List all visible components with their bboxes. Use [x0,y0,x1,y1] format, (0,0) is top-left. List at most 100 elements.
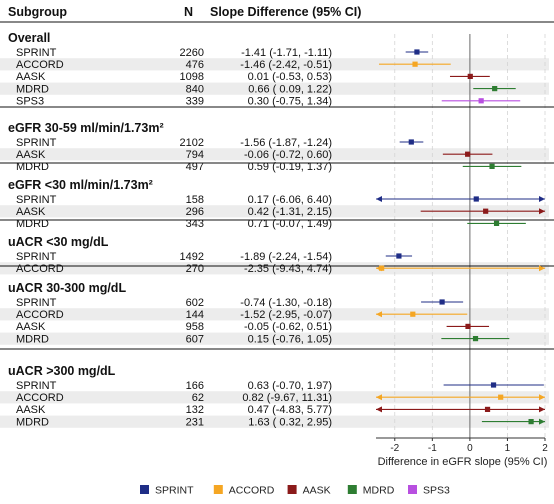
x-tick-label: 0 [467,443,473,454]
row-study: ACCORD [16,392,64,404]
estimate-point [493,220,500,226]
row-n: 270 [186,263,204,275]
ci-arrow-left [376,311,382,318]
row-ci: -0.06 (-0.72, 0.60) [244,149,332,161]
legend-label: SPRINT [155,485,194,497]
row-ci: 0.63 (-0.70, 1.97) [248,380,332,392]
estimate-point [408,139,414,145]
row-study: SPRINT [16,380,57,392]
row-study: ACCORD [16,263,64,275]
estimate-point [484,406,491,412]
row-study: MDRD [16,416,49,428]
legend-swatch [140,485,149,494]
row-ci: 0.01 (-0.53, 0.53) [248,71,332,83]
x-tick-label: -1 [428,443,437,454]
estimate-point [492,86,498,92]
group-label: uACR >300 mg/dL [8,364,116,378]
group-label: eGFR 30-59 ml/min/1.73m² [8,121,164,135]
row-band [0,391,549,404]
row-study: AASK [16,149,46,161]
x-tick-label: -2 [390,443,399,454]
ci-arrow-right [539,394,545,401]
row-ci: 0.59 (-0.19, 1.37) [248,161,332,173]
row-band [0,58,549,71]
row-n: 794 [186,149,204,161]
row-n: 840 [186,83,204,95]
row-ci: -0.74 (-1.30, -0.18) [240,297,332,309]
legend-label: AASK [303,485,331,497]
legend-label: ACCORD [229,485,275,497]
header-subgroup: Subgroup [8,5,67,19]
row-n: 607 [186,333,204,345]
row-study: MDRD [16,218,49,230]
row-ci: 0.47 (-4.83, 5.77) [248,404,332,416]
ci-arrow-right [539,418,545,425]
row-n: 2102 [180,137,204,149]
group-label: uACR <30 mg/dL [8,235,109,249]
row-n: 62 [192,392,204,404]
legend-label: MDRD [363,485,395,497]
row-ci: -1.56 (-1.87, -1.24) [240,137,332,149]
row-study: SPRINT [16,194,57,206]
row-ci: -1.52 (-2.95, -0.07) [240,309,332,321]
row-band [0,148,549,161]
x-tick-label: 1 [505,443,511,454]
header-slope: Slope Difference (95% CI) [210,5,361,19]
row-n: 231 [186,416,204,428]
row-band [0,332,549,345]
row-ci: 0.17 (-6.06, 6.40) [248,194,332,206]
ci-arrow-left [376,196,382,202]
row-n: 343 [186,218,204,230]
estimate-point [467,73,473,79]
legend: SPRINT ACCORD AASK MDRD SPS3 [140,485,450,497]
estimate-marks [376,49,545,425]
estimate-point [528,419,534,425]
estimate-point [410,311,416,317]
row-study: SPRINT [16,137,57,149]
legend-swatch [408,485,417,494]
estimate-point [379,265,385,271]
legend-swatch [287,485,297,494]
row-n: 132 [186,404,204,416]
estimate-point [472,336,479,342]
row-ci: 0.30 (-0.75, 1.34) [248,96,332,108]
estimate-point [490,382,497,388]
ci-arrow-left [376,406,382,413]
row-ci: -1.46 (-2.42, -0.51) [240,59,332,71]
row-band [0,262,549,275]
estimate-point [439,299,445,305]
row-n: 144 [186,309,204,321]
row-study: MDRD [16,83,49,95]
row-ci: -1.89 (-2.24, -1.54) [240,251,332,263]
estimate-point [465,323,471,329]
group-dividers [0,21,554,350]
row-study: AASK [16,404,46,416]
estimate-point [473,196,479,202]
ci-arrow-right [539,265,545,272]
row-n: 1098 [180,71,204,83]
legend-label: SPS3 [423,485,450,497]
legend-swatch [347,485,357,494]
x-axis-label: Difference in eGFR slope (95% CI) [378,456,548,468]
estimate-point [412,61,418,67]
ci-arrow-right [539,196,545,202]
ci-arrow-left [376,394,382,401]
row-ci: -1.41 (-1.71, -1.11) [241,47,332,59]
row-band [0,205,549,218]
row-band [0,82,549,95]
row-n: 166 [186,380,204,392]
row-study: SPS3 [16,96,44,108]
row-n: 339 [186,96,204,108]
row-study: SPRINT [16,251,57,263]
group-label: Overall [8,31,50,45]
header-n: N [184,5,193,19]
row-n: 1492 [180,251,204,263]
estimate-point [414,49,420,55]
row-study: AASK [16,321,46,333]
row-band [0,415,549,428]
row-ci: -0.05 (-0.62, 0.51) [244,321,332,333]
row-band [0,308,549,321]
row-n: 476 [186,59,204,71]
row-n: 2260 [180,47,204,59]
